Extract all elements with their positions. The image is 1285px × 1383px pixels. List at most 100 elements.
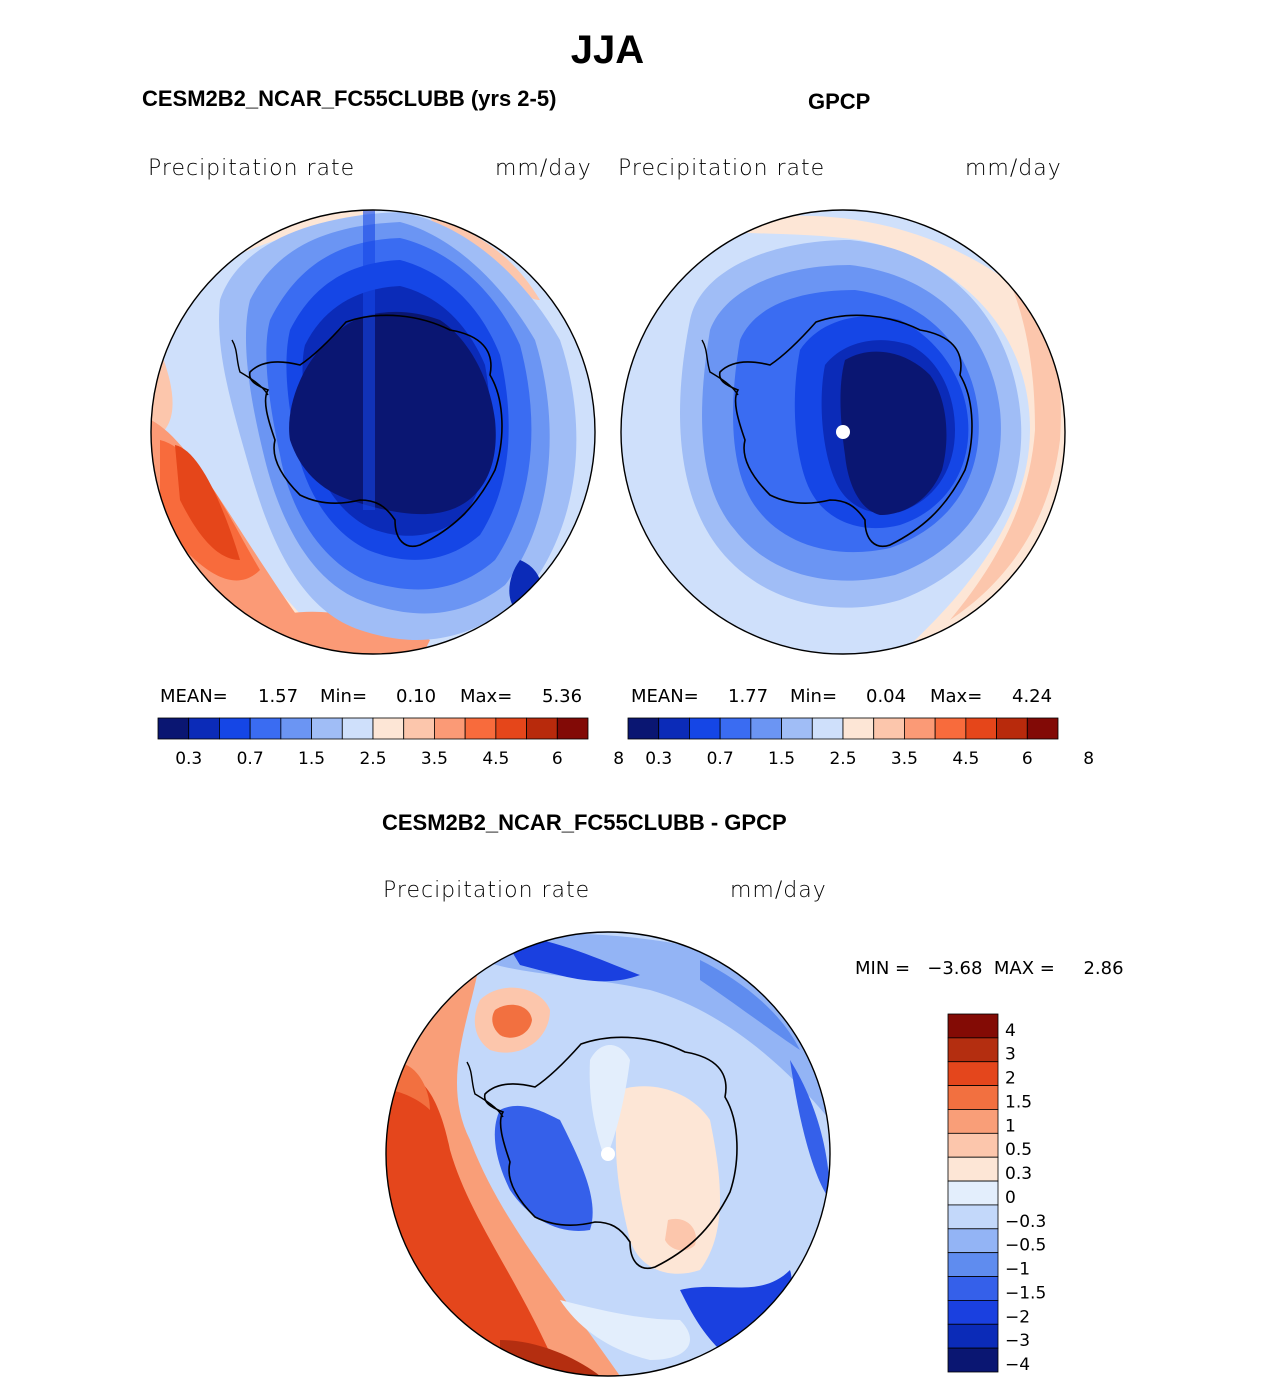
- colorbar-swatch: [627, 717, 660, 740]
- colorbar-swatch: [947, 1204, 999, 1230]
- map-c-fill-neg0.5: [480, 933, 830, 1120]
- map-c-peninsula: [466, 1061, 504, 1118]
- colorbar-swatch: [689, 717, 721, 740]
- colorbar-tick-label: −0.5: [1005, 1236, 1046, 1256]
- colorbar-tick-label: −4: [1005, 1355, 1030, 1375]
- diff-units-label: mm/day: [730, 878, 827, 903]
- colorbar-swatch: [811, 717, 844, 740]
- map-c-fill-near-zero: [589, 1045, 630, 1160]
- map-a-coastline: [248, 314, 503, 547]
- colorbar-swatch: [873, 717, 905, 740]
- colorbar-tick-label: 4.5: [482, 749, 509, 769]
- colorbar-tick-label: 0.3: [175, 749, 202, 769]
- colorbar-swatch: [556, 717, 589, 740]
- colorbar-swatch: [372, 717, 405, 740]
- colorbar-tick-label: 1.5: [768, 749, 795, 769]
- colorbar-swatch: [464, 717, 497, 740]
- colorbar-swatch: [947, 1132, 999, 1158]
- map-a-fill-0.3: [289, 311, 496, 515]
- model-mean-label: MEAN=: [160, 686, 228, 707]
- colorbar-swatch: [658, 717, 690, 740]
- diff-minmax-label: MIN = −3.68 MAX = 2.86: [855, 958, 1124, 979]
- colorbar-swatch: [719, 717, 752, 740]
- colorbar-swatch: [947, 1085, 999, 1110]
- colorbar-tick-label: 4.5: [952, 749, 979, 769]
- model-precip-map: [150, 209, 596, 655]
- obs-min-value: 0.04: [866, 686, 907, 707]
- map-a-pole-streak: [363, 210, 375, 510]
- colorbar-tick-label: 6: [552, 749, 563, 769]
- colorbar-tick-label: 0: [1005, 1188, 1016, 1208]
- colorbar-tick-label: 2.5: [829, 749, 856, 769]
- colorbar-tick-label: 3.5: [891, 749, 918, 769]
- colorbar-tick-label: −1.5: [1005, 1283, 1046, 1303]
- map-c-fill-neg1: [700, 960, 800, 1050]
- obs-precip-map: [620, 209, 1066, 655]
- colorbar-swatch: [947, 1180, 999, 1206]
- map-b-coastline: [718, 314, 973, 547]
- colorbar-swatch: [781, 717, 813, 740]
- obs-max-value: 4.24: [1012, 686, 1053, 707]
- colorbar-swatch: [188, 717, 220, 740]
- map-a-peninsula: [231, 339, 269, 396]
- map-c-border: [385, 931, 831, 1377]
- colorbar-tick-label: 0.7: [237, 749, 264, 769]
- colorbar-swatch: [904, 717, 936, 740]
- colorbar-tick-label: −3: [1005, 1331, 1030, 1351]
- colorbar-swatch: [947, 1276, 999, 1301]
- map-a-fill-core: [175, 445, 240, 560]
- model-max-value: 5.36: [542, 686, 583, 707]
- model-mean-value: 1.57: [258, 686, 299, 707]
- colorbar-swatch: [495, 717, 527, 740]
- model-units-label: mm/day: [495, 156, 592, 181]
- diff-precip-map: [385, 931, 831, 1377]
- obs-mean-label: MEAN=: [631, 686, 699, 707]
- colorbar-swatch: [434, 717, 466, 740]
- colorbar-swatch: [947, 1228, 999, 1254]
- map-c-fill-pos0.3: [615, 1086, 720, 1274]
- colorbar-tick-label: 0.3: [645, 749, 672, 769]
- obs-panel-title: GPCP: [808, 89, 871, 114]
- colorbar-tick-label: 2.5: [359, 749, 386, 769]
- map-b-fill-4.5: [950, 260, 1061, 620]
- colorbar-tick-label: −1: [1005, 1260, 1030, 1280]
- colorbar-swatch: [965, 717, 997, 740]
- colorbar-swatch: [947, 1013, 999, 1039]
- colorbar-swatch: [996, 717, 1028, 740]
- obs-variable-label: Precipitation rate: [618, 156, 826, 181]
- map-a-border: [150, 209, 596, 655]
- diff-colorbar: 4 3 2 1.5 1 0.5 0.3 0 −0.3 −0.5 −1 −1.5 −2 −3 −4: [947, 1013, 1046, 1375]
- colorbar-tick-label: 6: [1022, 749, 1033, 769]
- obs-max-label: Max=: [930, 686, 983, 707]
- map-b-border: [620, 209, 1066, 655]
- colorbar-tick-label: 4: [1005, 1021, 1016, 1041]
- map-c-pole-marker: [601, 1147, 615, 1161]
- colorbar-swatch: [947, 1061, 999, 1086]
- diff-panel-title: CESM2B2_NCAR_FC55CLUBB - GPCP: [382, 810, 787, 835]
- colorbar-tick-label: 1.5: [298, 749, 325, 769]
- colorbar-tick-label: 2: [1005, 1069, 1016, 1089]
- colorbar-swatch: [249, 717, 282, 740]
- colorbar-swatch: [947, 1109, 999, 1134]
- map-c-ne-blob-inner: [492, 1004, 532, 1038]
- obs-colorbar: 0.3 0.7 1.5 2.5 3.5 4.5 6 8: [627, 717, 1094, 769]
- colorbar-tick-label: −0.3: [1005, 1212, 1046, 1232]
- colorbar-swatch: [947, 1323, 999, 1349]
- model-variable-label: Precipitation rate: [148, 156, 356, 181]
- obs-min-label: Min=: [790, 686, 838, 707]
- colorbar-tick-label: 0.7: [707, 749, 734, 769]
- colorbar-tick-label: 1: [1005, 1116, 1016, 1136]
- obs-mean-value: 1.77: [728, 686, 769, 707]
- colorbar-tick-label: 8: [613, 749, 624, 769]
- colorbar-swatch: [219, 717, 251, 740]
- colorbar-swatch: [934, 717, 967, 740]
- colorbar-swatch: [947, 1347, 999, 1373]
- colorbar-tick-label: 8: [1083, 749, 1094, 769]
- map-c-fill-neg2-south: [680, 1270, 792, 1350]
- model-panel-title: CESM2B2_NCAR_FC55CLUBB (yrs 2-5): [142, 86, 557, 111]
- colorbar-swatch: [157, 717, 190, 740]
- colorbar-swatch: [947, 1252, 999, 1277]
- colorbar-swatch: [1026, 717, 1059, 740]
- colorbar-tick-label: −2: [1005, 1307, 1030, 1327]
